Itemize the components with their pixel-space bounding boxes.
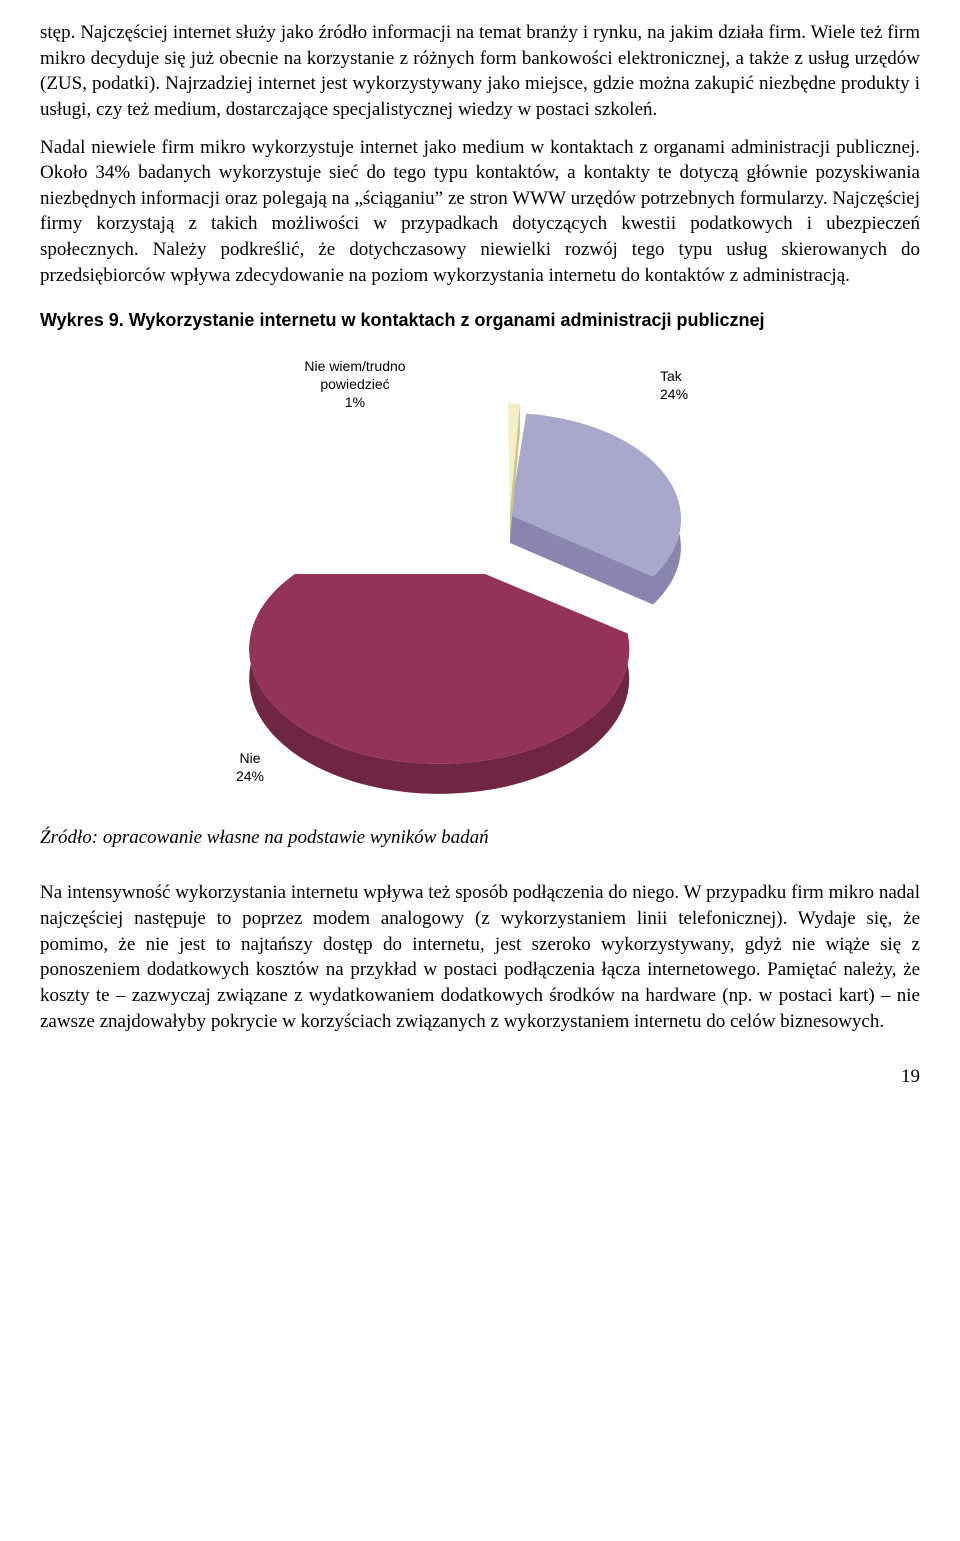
label-dk-line1: Nie wiem/trudno (304, 358, 405, 374)
slice-no (249, 574, 629, 794)
label-no-line1: Nie (239, 750, 260, 766)
page-number: 19 (40, 1064, 920, 1090)
body-paragraph-2: Nadal niewiele firm mikro wykorzystuje i… (40, 135, 920, 289)
pie-chart: Nie wiem/trudno powiedzieć 1% Tak 24% Ni… (40, 343, 920, 813)
label-no-line2: 24% (236, 768, 264, 784)
label-yes-line1: Tak (660, 368, 683, 384)
label-dk-line3: 1% (345, 394, 365, 410)
label-dk: Nie wiem/trudno powiedzieć 1% (304, 358, 405, 410)
body-paragraph-3: Na intensywność wykorzystania internetu … (40, 880, 920, 1034)
label-yes-line2: 24% (660, 386, 688, 402)
pie-chart-svg: Nie wiem/trudno powiedzieć 1% Tak 24% Ni… (130, 343, 830, 813)
label-dk-line2: powiedzieć (320, 376, 389, 392)
label-no: Nie 24% (236, 750, 264, 784)
chart-title: Wykres 9. Wykorzystanie internetu w kont… (40, 308, 920, 332)
label-yes: Tak 24% (660, 368, 688, 402)
slice-yes (510, 414, 681, 605)
chart-source: Źródło: opracowanie własne na podstawie … (40, 825, 920, 851)
body-paragraph-1: stęp. Najczęściej internet służy jako źr… (40, 20, 920, 123)
